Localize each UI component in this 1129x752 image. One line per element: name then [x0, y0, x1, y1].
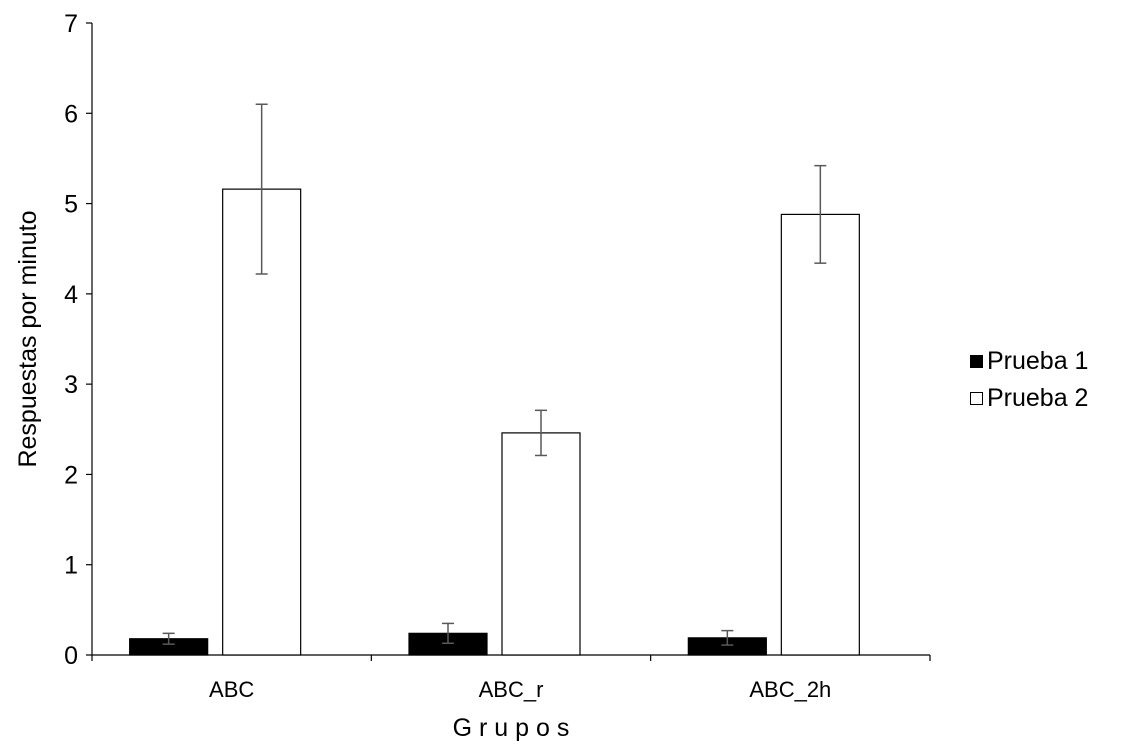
- y-tick-label: 0: [64, 642, 78, 670]
- y-tick-label: 2: [64, 461, 78, 489]
- bar-series-2-ABC_r: [501, 432, 581, 656]
- legend-item-series-1: Prueba 1: [970, 343, 1088, 380]
- y-tick-label: 3: [64, 371, 78, 399]
- y-axis-ticks: 0 1 2 3 4 5 6 7: [64, 10, 92, 670]
- x-tick-label: ABC_r: [479, 677, 544, 702]
- bar-series-2-ABC_2h: [780, 213, 860, 656]
- y-tick-label: 4: [64, 281, 78, 309]
- legend-swatch-series-1: [970, 355, 983, 368]
- y-tick-label: 5: [64, 191, 78, 219]
- bars-group: [129, 188, 860, 656]
- x-axis-label: G r u p o s: [453, 714, 570, 742]
- legend-label-series-1: Prueba 1: [987, 347, 1089, 375]
- y-axis-label: Respuestas por minuto: [14, 210, 42, 467]
- legend-item-series-2: Prueba 2: [970, 380, 1088, 417]
- x-tick-label: ABC_2h: [749, 677, 831, 702]
- y-tick-label: 6: [64, 100, 78, 128]
- x-tick-label: ABC: [209, 677, 254, 702]
- y-tick-label: 1: [64, 552, 78, 580]
- legend-label-series-2: Prueba 2: [987, 384, 1089, 412]
- legend-swatch-series-2: [970, 392, 983, 405]
- legend: Prueba 1 Prueba 2: [970, 343, 1088, 417]
- y-tick-label: 7: [64, 10, 78, 38]
- x-axis-ticks: ABC ABC_r ABC_2h: [91, 655, 931, 702]
- error-bars-group: [162, 103, 827, 646]
